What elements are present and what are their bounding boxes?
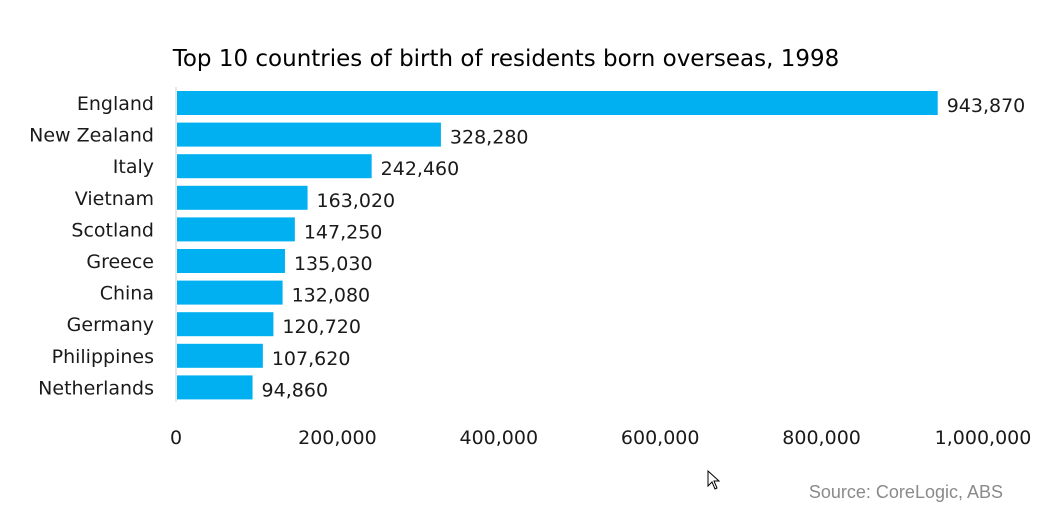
bar-italy: [177, 154, 372, 179]
category-label: China: [100, 283, 154, 305]
source-note: Source: CoreLogic, ABS: [808, 482, 1003, 502]
category-label: England: [77, 93, 154, 115]
bar-philippines: [177, 343, 263, 368]
data-label: 147,250: [304, 221, 383, 243]
x-tick-label: 1,000,000: [935, 427, 1032, 449]
data-label: 120,720: [282, 316, 361, 338]
data-label: 94,860: [262, 379, 328, 401]
x-tick-label: 0: [170, 427, 182, 449]
data-label: 163,020: [317, 190, 396, 212]
bar-england: [177, 91, 938, 115]
mouse-cursor-icon: [707, 470, 721, 490]
category-label: Philippines: [52, 346, 154, 368]
x-tick-label: 800,000: [782, 427, 861, 449]
category-label: Scotland: [71, 219, 154, 241]
x-tick-label: 200,000: [298, 427, 377, 449]
category-label: Italy: [113, 156, 154, 178]
category-label: Germany: [67, 314, 154, 336]
bar-greece: [177, 249, 285, 273]
category-label: Vietnam: [75, 188, 154, 210]
bar-netherlands: [177, 375, 253, 400]
data-label: 328,280: [450, 127, 529, 149]
category-label: New Zealand: [29, 125, 154, 147]
data-label: 242,460: [381, 158, 460, 180]
data-label: 132,080: [292, 285, 371, 307]
bar-new-zealand: [177, 122, 441, 147]
bar-china: [177, 280, 283, 305]
x-tick-label: 600,000: [621, 427, 700, 449]
chart-title: Top 10 countries of birth of residents b…: [172, 46, 840, 72]
category-label: Greece: [86, 251, 154, 273]
data-label: 107,620: [272, 348, 351, 370]
data-label: 135,030: [294, 253, 373, 275]
bar-germany: [177, 312, 274, 337]
bar-scotland: [177, 217, 295, 242]
category-label: Netherlands: [38, 377, 154, 399]
x-tick-label: 400,000: [460, 427, 539, 449]
data-label: 943,870: [947, 95, 1026, 117]
bar-vietnam: [177, 185, 308, 210]
